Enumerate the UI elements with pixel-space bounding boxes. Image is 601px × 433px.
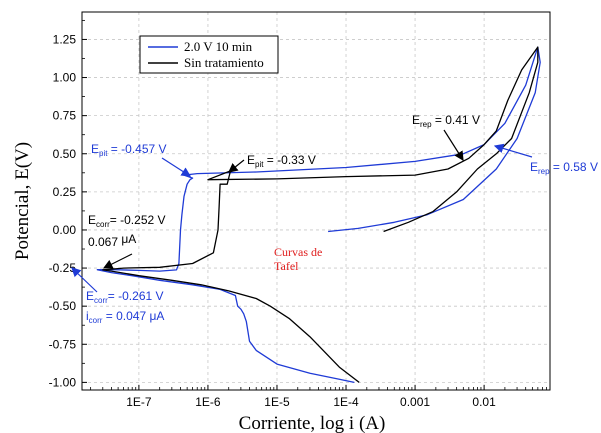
arrow-e-pit-black — [228, 159, 245, 173]
y-tick-label: 0.50 — [53, 147, 77, 161]
legend-label-black: Sin tratamiento — [184, 55, 264, 70]
x-tick-label: 1E-4 — [333, 395, 359, 409]
y-tick-label: -0.50 — [49, 299, 77, 313]
arrow-e-rep-black — [443, 129, 464, 162]
x-tick-label: 0.01 — [472, 395, 496, 409]
legend-label-blue: 2.0 V 10 min — [184, 39, 253, 54]
legend: 2.0 V 10 min Sin tratamiento — [139, 35, 279, 74]
label-e-pit-blue: Epit = -0.457 V — [91, 142, 167, 158]
plot-frame — [81, 11, 551, 391]
y-tick-label: -0.75 — [49, 337, 77, 351]
arrow-e-rep-blue — [493, 143, 533, 158]
annotations: Epit = -0.457 V Epit = -0.33 V Erep = 0.… — [86, 113, 598, 325]
label-i-corr-blue: icorr = 0.047 μA — [86, 309, 164, 325]
series-line-treated — [96, 46, 541, 384]
label-e-corr-blue: Ecorr= -0.261 V — [86, 289, 164, 305]
tafel-note-line-2: Tafel — [274, 259, 299, 273]
label-e-rep-blue: Erep = 0.58 V — [530, 160, 598, 176]
y-axis-title: Potencial, E(V) — [12, 142, 33, 260]
y-tick-label: -1.00 — [49, 375, 77, 389]
arrow-e-corr-blue — [71, 267, 98, 293]
arrow-e-corr-black — [102, 253, 133, 269]
label-e-corr-black: Ecorr= -0.252 V — [88, 213, 166, 229]
y-tick-label: -0.25 — [49, 261, 77, 275]
series-line-untreated — [102, 46, 539, 383]
axis-ticks: -1.00 -0.75 -0.50 -0.25 0.00 0.25 0.50 0.75 1.00… — [49, 19, 547, 409]
y-tick-label: 0.25 — [53, 185, 77, 199]
y-tick-label: 0.75 — [53, 109, 77, 123]
label-e-rep-black: Erep = 0.41 V — [412, 113, 480, 129]
y-tick-label: 1.00 — [53, 71, 77, 85]
label-e-pit-black: Epit = -0.33 V — [247, 153, 316, 169]
x-tick-label: 1E-6 — [195, 395, 221, 409]
x-tick-label: 1E-5 — [264, 395, 290, 409]
tafel-note-line-1: Curvas de — [274, 245, 322, 259]
label-i-corr-black: 0.067 μA — [88, 232, 136, 249]
y-tick-label: 0.00 — [53, 223, 77, 237]
x-axis-title: Corriente, log i (A) — [239, 413, 386, 433]
arrow-e-pit-blue — [161, 157, 192, 177]
annotation-arrows — [71, 129, 533, 293]
y-tick-label: 1.25 — [53, 32, 77, 46]
x-tick-label: 1E-7 — [126, 395, 152, 409]
x-tick-label: 0.001 — [400, 395, 430, 409]
grid-lines — [82, 12, 550, 390]
legend-box — [139, 35, 279, 74]
